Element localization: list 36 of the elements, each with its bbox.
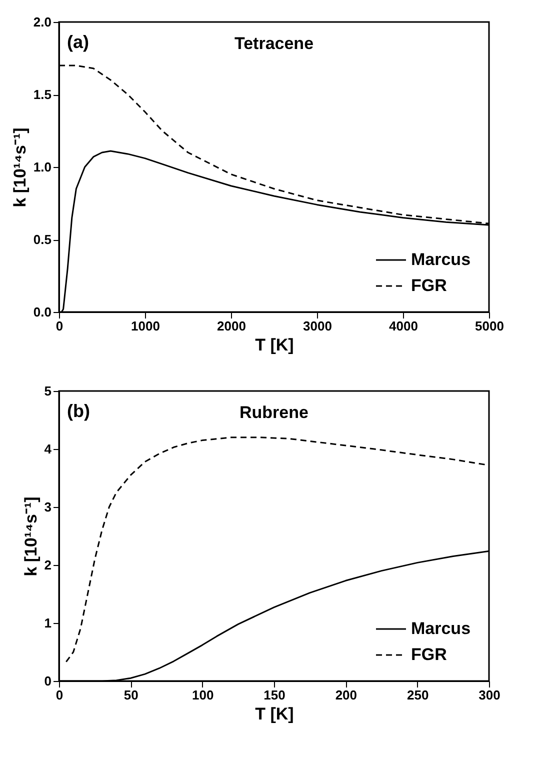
y-tick-label: 3 — [44, 500, 52, 514]
y-axis-title: k [10¹⁴s⁻¹] — [21, 496, 40, 576]
x-tick-label: 3000 — [303, 318, 332, 334]
x-tick-label: 4000 — [389, 318, 418, 334]
y-tick-label: 2.0 — [33, 14, 52, 30]
legend-label: FGR — [411, 276, 447, 295]
x-tick-label: 150 — [264, 688, 286, 702]
x-tick-label: 5000 — [475, 318, 504, 334]
y-tick-label: 5 — [44, 384, 52, 398]
y-tick-label: 4 — [44, 442, 52, 456]
x-tick-label: 0 — [56, 318, 64, 334]
y-tick-label: 0.0 — [33, 304, 52, 320]
annotation: (b) — [67, 401, 90, 421]
x-tick-label: 1000 — [131, 318, 160, 334]
annotation: (a) — [67, 32, 90, 52]
x-tick-label: 300 — [478, 688, 500, 702]
text: Tetracene — [234, 34, 314, 53]
text: Rubrene — [240, 403, 308, 422]
x-tick-label: 250 — [406, 688, 429, 702]
y-tick-label: 0.5 — [33, 232, 52, 247]
y-tick-label: 1.5 — [33, 87, 52, 102]
legend-label: Marcus — [411, 619, 471, 638]
x-axis-title: T [K] — [255, 704, 294, 724]
x-tick-label: 100 — [192, 688, 214, 702]
y-tick-label: 1 — [44, 616, 52, 630]
x-axis-title: T [K] — [255, 336, 294, 354]
x-tick-label: 200 — [335, 688, 358, 702]
legend-label: FGR — [411, 645, 447, 664]
y-axis-title: k [10¹⁴s⁻¹] — [10, 128, 30, 208]
y-tick-label: 1.0 — [33, 160, 52, 174]
x-tick-label: 2000 — [217, 318, 246, 334]
x-tick-label: 0 — [56, 688, 64, 702]
y-tick-label: 0 — [44, 674, 52, 688]
y-tick-label: 2 — [44, 558, 52, 572]
legend-label: Marcus — [411, 250, 471, 269]
x-tick-label: 50 — [124, 688, 138, 702]
